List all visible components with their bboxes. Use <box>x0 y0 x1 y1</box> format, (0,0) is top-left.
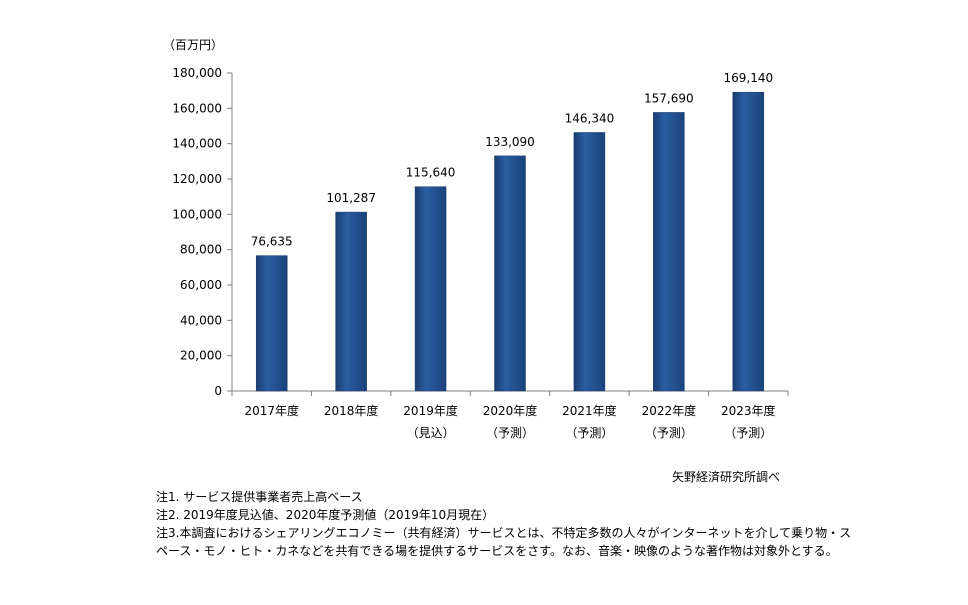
bars <box>255 91 765 392</box>
footnote-3: 注3.本調査におけるシェアリングエコノミー（共有経済）サービスとは、不特定多数の… <box>156 526 852 540</box>
footnote-2: 注2. 2019年度見込値、2020年度予測値（2019年10月現在） <box>156 508 495 522</box>
x-tick-label: 2023年度 <box>721 403 776 418</box>
data-label: 76,635 <box>251 235 293 249</box>
x-tick-sublabel: （予測） <box>724 426 772 440</box>
x-tick-label: 2018年度 <box>324 403 379 418</box>
y-tick-label: 40,000 <box>180 313 222 327</box>
x-tick-label: 2020年度 <box>483 403 538 418</box>
footnote-3-continued: ペース・モノ・ヒト・カネなどを共有できる場を提供するサービスをさす。なお、音楽・… <box>156 544 838 558</box>
y-tick-label: 100,000 <box>172 207 222 221</box>
bar <box>335 211 367 392</box>
bar <box>573 132 606 392</box>
x-tick-label: 2017年度 <box>244 403 299 418</box>
footnotes: 注1. サービス提供事業者売上高ベース 注2. 2019年度見込値、2020年度… <box>156 488 852 560</box>
x-axis: 2017年度 2018年度 2019年度 （見込） 2020年度 （予測） 2021年度 （予… <box>231 390 789 440</box>
data-label: 157,690 <box>644 91 694 105</box>
x-tick-label: 2022年度 <box>642 403 697 418</box>
data-label: 115,640 <box>406 166 456 180</box>
bar <box>414 186 447 392</box>
bar-chart: 0 20,000 40,000 60,000 80,000 100,000 120,000 1… <box>172 66 789 440</box>
y-tick-label: 120,000 <box>172 172 222 186</box>
y-tick-label: 160,000 <box>172 101 222 115</box>
x-tick-label: 2021年度 <box>562 403 617 418</box>
data-label: 169,140 <box>723 71 773 85</box>
data-label: 146,340 <box>565 111 615 125</box>
footnote-1: 注1. サービス提供事業者売上高ベース <box>156 490 363 504</box>
y-tick-label: 140,000 <box>172 137 222 151</box>
bar <box>494 155 526 392</box>
y-tick-label: 80,000 <box>180 243 222 257</box>
x-tick-sublabel: （見込） <box>407 426 455 440</box>
y-tick-label: 180,000 <box>172 66 222 80</box>
x-tick-label: 2019年度 <box>403 403 458 418</box>
y-tick-label: 20,000 <box>180 349 222 363</box>
x-tick-sublabel: （予測） <box>565 426 613 440</box>
y-tick-label: 0 <box>214 384 222 398</box>
bar <box>653 112 685 392</box>
data-label: 101,287 <box>326 191 376 205</box>
y-axis-unit-label: （百万円） <box>163 38 224 52</box>
bar <box>255 255 288 392</box>
value-labels: 76,635 101,287 115,640 133,090 146,340 157,69… <box>251 71 773 248</box>
source-credit: 矢野経済研究所調べ <box>671 470 780 484</box>
y-axis: 0 20,000 40,000 60,000 80,000 100,000 120,000 1… <box>172 66 233 398</box>
bar <box>732 91 765 392</box>
x-tick-sublabel: （予測） <box>486 426 534 440</box>
x-tick-sublabel: （予測） <box>645 426 693 440</box>
data-label: 133,090 <box>485 135 535 149</box>
y-tick-label: 60,000 <box>180 278 222 292</box>
